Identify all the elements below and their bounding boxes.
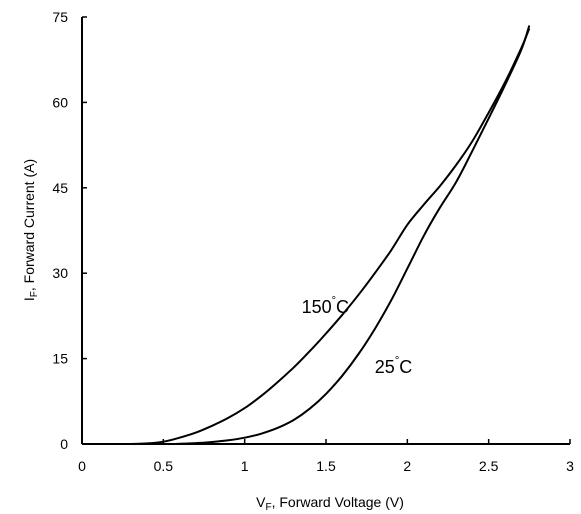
series-label-0: 150°C bbox=[302, 295, 349, 317]
y-tick-label: 0 bbox=[60, 436, 68, 452]
y-tick-label: 15 bbox=[52, 351, 68, 367]
x-tick-label: 1 bbox=[241, 458, 249, 474]
series-label-1: 25°C bbox=[375, 355, 412, 377]
x-axis-title: VF, Forward Voltage (V) bbox=[256, 494, 404, 513]
curve-labels: 150°C 25°C bbox=[302, 295, 413, 377]
ticks bbox=[81, 16, 571, 445]
x-tick-label: 2 bbox=[403, 458, 411, 474]
y-axis-title: IF, Forward Current (A) bbox=[21, 159, 40, 301]
x-tick-label: 1.5 bbox=[316, 458, 336, 474]
curves bbox=[81, 25, 531, 446]
y-tick-label: 30 bbox=[52, 265, 68, 281]
x-tick-label: 3 bbox=[566, 458, 574, 474]
x-tick-label: 0.5 bbox=[154, 458, 174, 474]
axes bbox=[81, 17, 570, 445]
x-tick-label: 2.5 bbox=[479, 458, 499, 474]
series-line-0 bbox=[81, 28, 531, 446]
x-tick-label: 0 bbox=[78, 458, 86, 474]
y-tick-label: 60 bbox=[52, 94, 68, 110]
y-tick-label: 75 bbox=[52, 9, 68, 25]
series-line-1 bbox=[82, 25, 531, 446]
y-tick-label: 45 bbox=[52, 180, 68, 196]
